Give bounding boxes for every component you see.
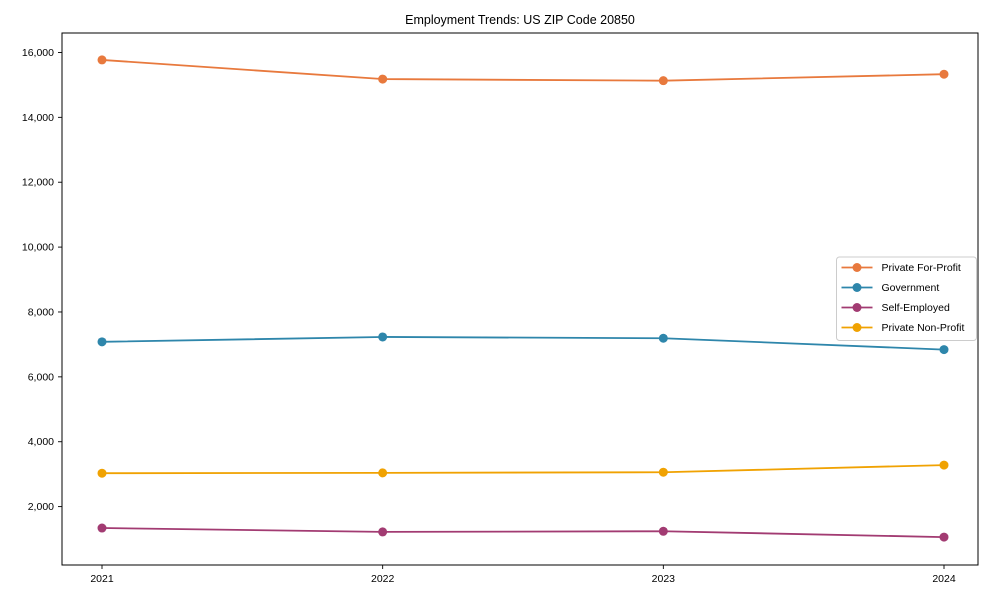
series-line-government [101, 336, 945, 351]
legend-box [836, 256, 977, 341]
data-point-private-for-profit [378, 74, 388, 84]
data-point-government [378, 332, 388, 342]
y-tick-label: 16,000 [22, 47, 54, 59]
data-point-private-non-profit [658, 467, 668, 477]
legend-label-self-employed: Self-Employed [882, 302, 950, 314]
data-point-private-non-profit [378, 468, 388, 478]
y-tick-label: 2,000 [28, 501, 54, 513]
data-point-self-employed [658, 526, 668, 536]
data-point-government [939, 345, 949, 355]
data-point-private-non-profit [939, 460, 949, 470]
chart-title: Employment Trends: US ZIP Code 20850 [405, 13, 635, 27]
x-tick-label: 2021 [90, 573, 114, 585]
plot-frame [61, 32, 979, 566]
legend-marker-private-for-profit [852, 263, 862, 272]
data-point-private-for-profit [939, 69, 949, 79]
legend-label-private-non-profit: Private Non-Profit [882, 322, 965, 334]
x-tick-label: 2023 [652, 573, 676, 585]
data-point-self-employed [97, 523, 107, 533]
legend-marker-government [852, 283, 862, 292]
data-point-self-employed [378, 527, 388, 537]
y-tick-label: 14,000 [22, 112, 54, 124]
y-tick-label: 8,000 [28, 306, 54, 318]
y-tick-label: 4,000 [28, 436, 54, 448]
legend-label-government: Government [882, 282, 940, 294]
y-tick-label: 10,000 [22, 242, 54, 254]
data-point-government [97, 337, 107, 347]
data-point-self-employed [939, 532, 949, 542]
x-tick-label: 2024 [932, 573, 956, 585]
series-line-private-non-profit [101, 464, 945, 475]
data-point-private-non-profit [97, 468, 107, 478]
legend-marker-self-employed [852, 303, 862, 312]
series-line-self-employed [101, 527, 945, 539]
data-point-private-for-profit [658, 76, 668, 86]
y-tick-label: 12,000 [22, 177, 54, 189]
legend-label-private-for-profit: Private For-Profit [882, 262, 961, 274]
legend-marker-private-non-profit [852, 323, 862, 332]
data-point-private-for-profit [97, 55, 107, 65]
plot-area: 2,000 4,000 6,000 8,000 10,000 12,000 14,000 16… [22, 32, 979, 585]
x-tick-label: 2022 [371, 573, 395, 585]
series-line-private-for-profit [101, 59, 945, 82]
data-point-government [658, 333, 668, 343]
y-tick-label: 6,000 [28, 371, 54, 383]
